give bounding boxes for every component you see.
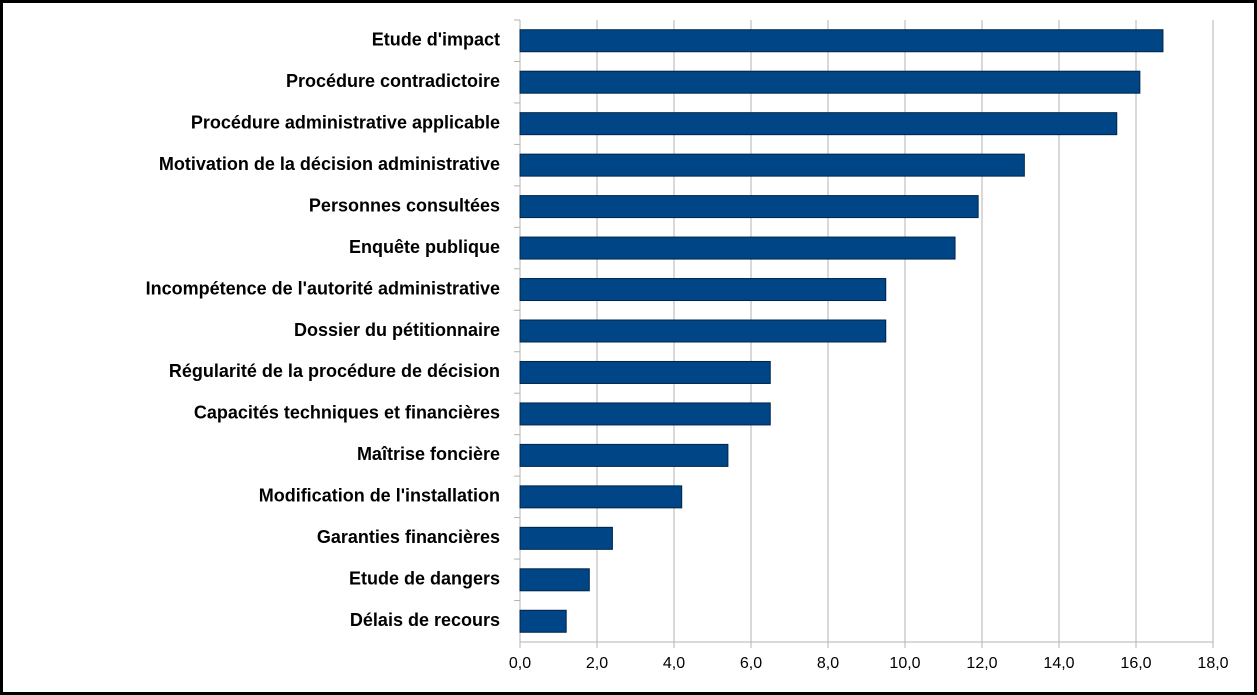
y-tick-label: Capacités techniques et financières — [194, 403, 500, 423]
x-tick-label: 10,0 — [889, 655, 920, 672]
bar — [519, 568, 590, 592]
y-tick-label: Enquête publique — [349, 237, 500, 257]
bar — [519, 360, 771, 384]
bar — [519, 485, 683, 509]
bar — [519, 153, 1025, 177]
y-tick-label: Procédure administrative applicable — [191, 112, 500, 132]
bar — [519, 29, 1164, 53]
bar — [519, 236, 956, 260]
x-tick-label: 14,0 — [1043, 655, 1074, 672]
y-tick-label: Dossier du pétitionnaire — [294, 320, 500, 340]
y-tick-label: Régularité de la procédure de décision — [169, 361, 500, 381]
x-tick-label: 2,0 — [586, 655, 608, 672]
bar — [519, 112, 1118, 136]
bar — [519, 278, 887, 302]
x-tick-label: 0,0 — [509, 655, 531, 672]
x-tick-label: 12,0 — [966, 655, 997, 672]
y-tick-label: Délais de recours — [350, 610, 500, 630]
x-tick-label: 18,0 — [1197, 655, 1228, 672]
x-tick-label: 6,0 — [740, 655, 762, 672]
y-tick-label: Procédure contradictoire — [286, 71, 500, 91]
bar — [519, 443, 729, 467]
y-tick-label: Motivation de la décision administrative — [159, 154, 500, 174]
x-tick-label: 4,0 — [663, 655, 685, 672]
bar — [519, 70, 1141, 94]
y-tick-label: Incompétence de l'autorité administrativ… — [146, 278, 500, 298]
x-tick-label: 16,0 — [1120, 655, 1151, 672]
bar — [519, 319, 887, 343]
y-tick-label: Modification de l'installation — [259, 486, 500, 506]
bar — [519, 609, 567, 633]
y-tick-label: Personnes consultées — [309, 195, 500, 215]
y-tick-label: Garanties financières — [317, 527, 500, 547]
bar — [519, 526, 613, 550]
bar — [519, 195, 979, 219]
bar — [519, 402, 771, 426]
x-tick-label: 8,0 — [817, 655, 839, 672]
y-tick-label: Etude d'impact — [372, 29, 500, 49]
y-tick-label: Maîtrise foncière — [357, 444, 500, 464]
y-tick-label: Etude de dangers — [349, 569, 500, 589]
